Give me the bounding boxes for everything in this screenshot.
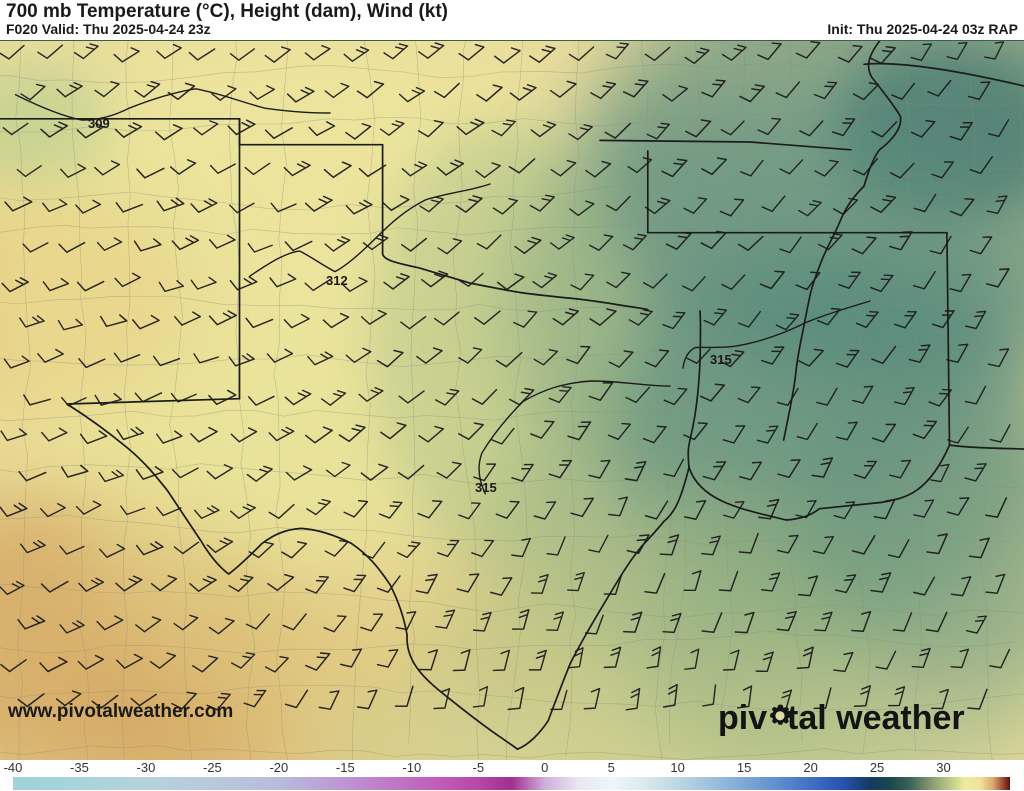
svg-text:piv: piv [718, 699, 767, 737]
svg-text:tal weather: tal weather [787, 699, 965, 737]
svg-text:315: 315 [475, 480, 497, 495]
svg-text:309: 309 [88, 116, 110, 131]
